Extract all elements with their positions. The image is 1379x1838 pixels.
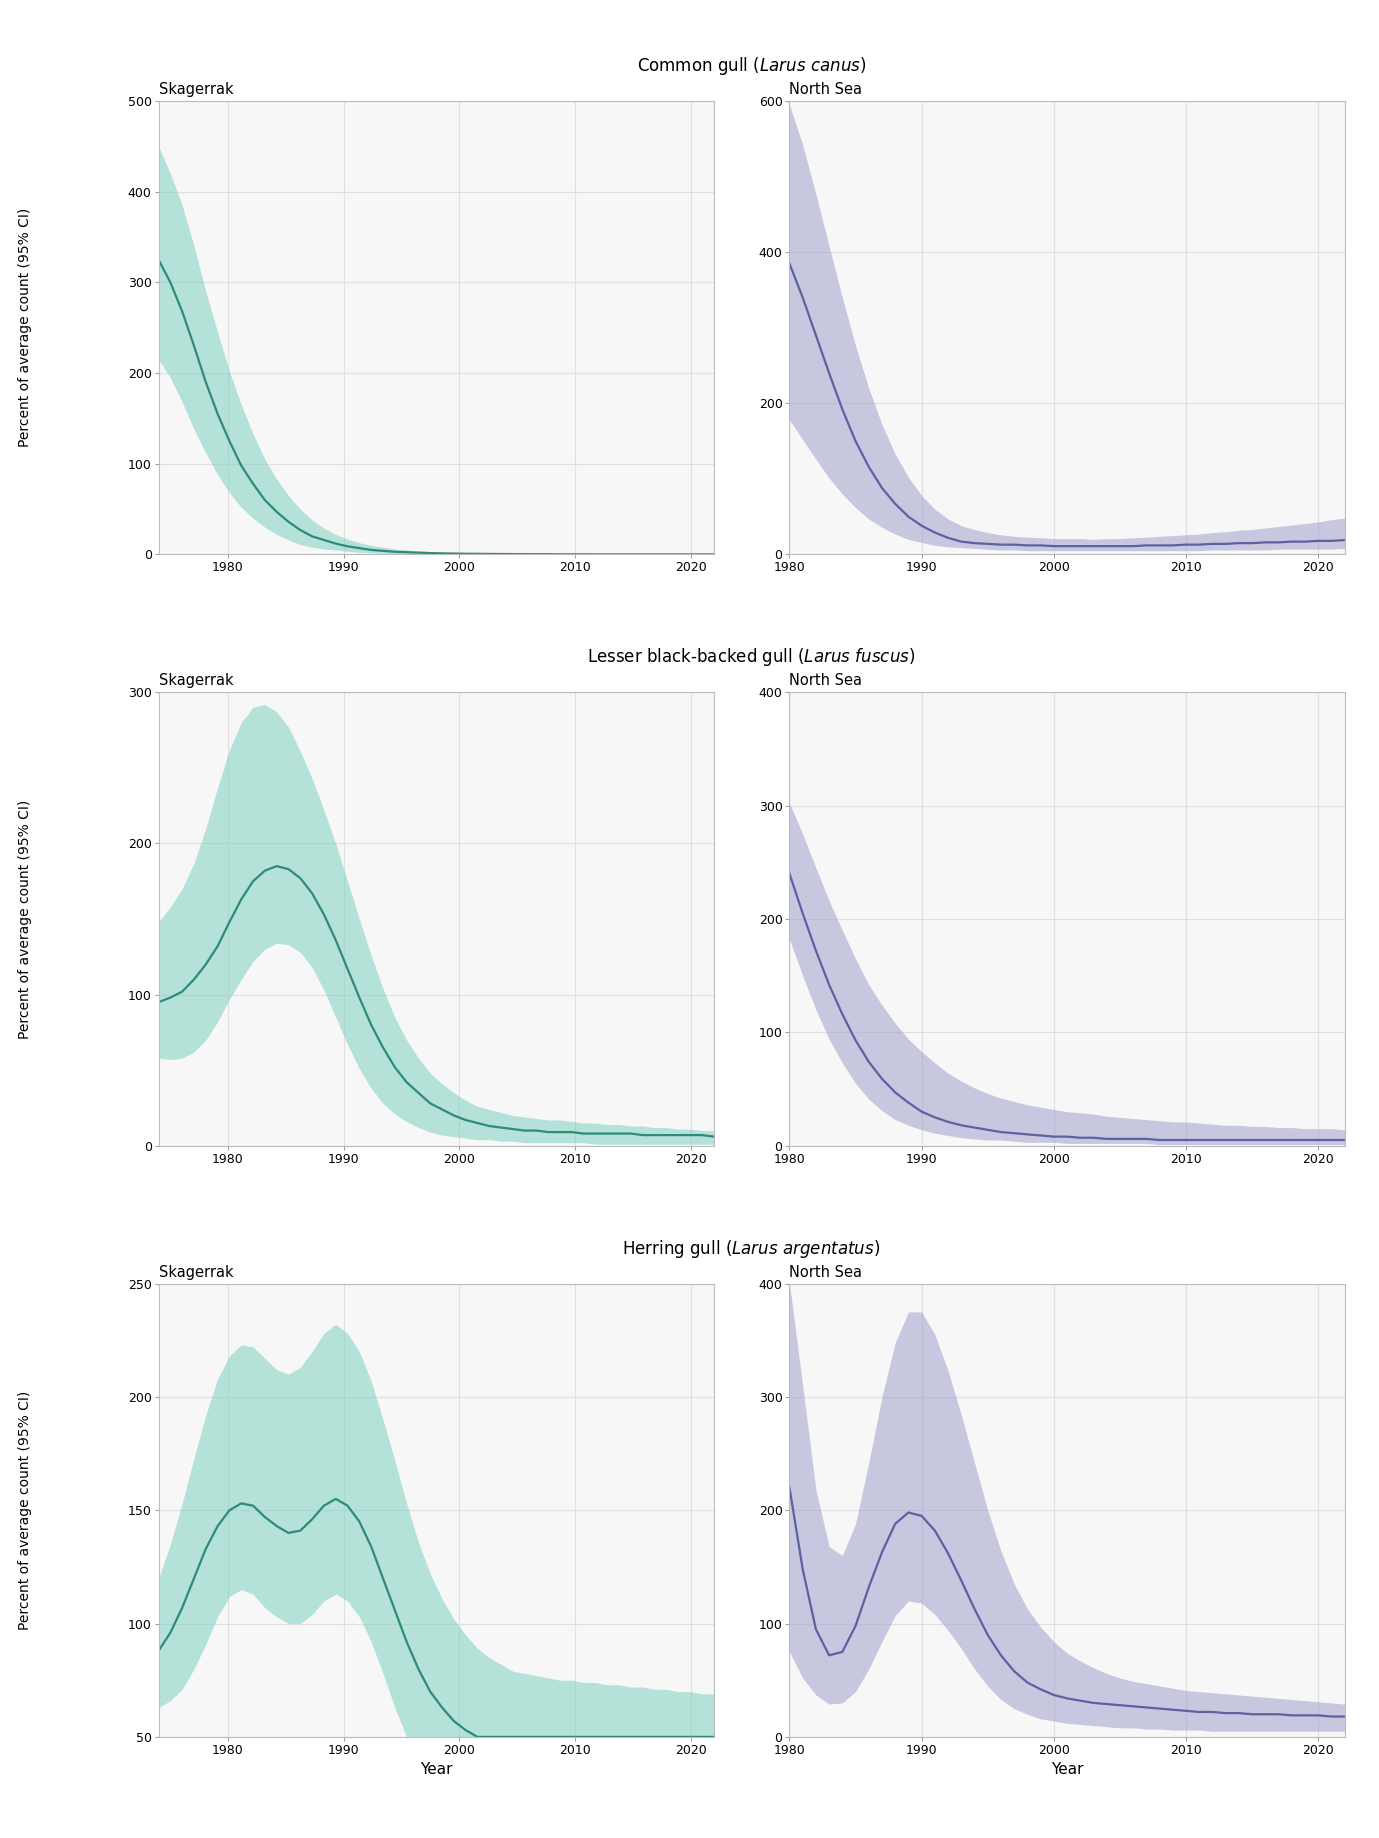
Text: North Sea: North Sea [789,673,862,689]
Text: Skagerrak: Skagerrak [159,1265,233,1279]
Text: Skagerrak: Skagerrak [159,83,233,97]
Text: Common gull ($\it{Larus\ canus}$): Common gull ($\it{Larus\ canus}$) [637,55,866,77]
Text: North Sea: North Sea [789,83,862,97]
X-axis label: Year: Year [419,1763,452,1777]
Text: Herring gull ($\it{Larus\ argentatus}$): Herring gull ($\it{Larus\ argentatus}$) [622,1237,881,1259]
Text: Lesser black-backed gull ($\it{Larus\ fuscus}$): Lesser black-backed gull ($\it{Larus\ fu… [587,647,916,669]
Text: Percent of average count (95% CI): Percent of average count (95% CI) [18,1391,32,1630]
X-axis label: Year: Year [1051,1763,1084,1777]
Text: North Sea: North Sea [789,1265,862,1279]
Text: Skagerrak: Skagerrak [159,673,233,689]
Text: Percent of average count (95% CI): Percent of average count (95% CI) [18,208,32,447]
Text: Percent of average count (95% CI): Percent of average count (95% CI) [18,800,32,1038]
